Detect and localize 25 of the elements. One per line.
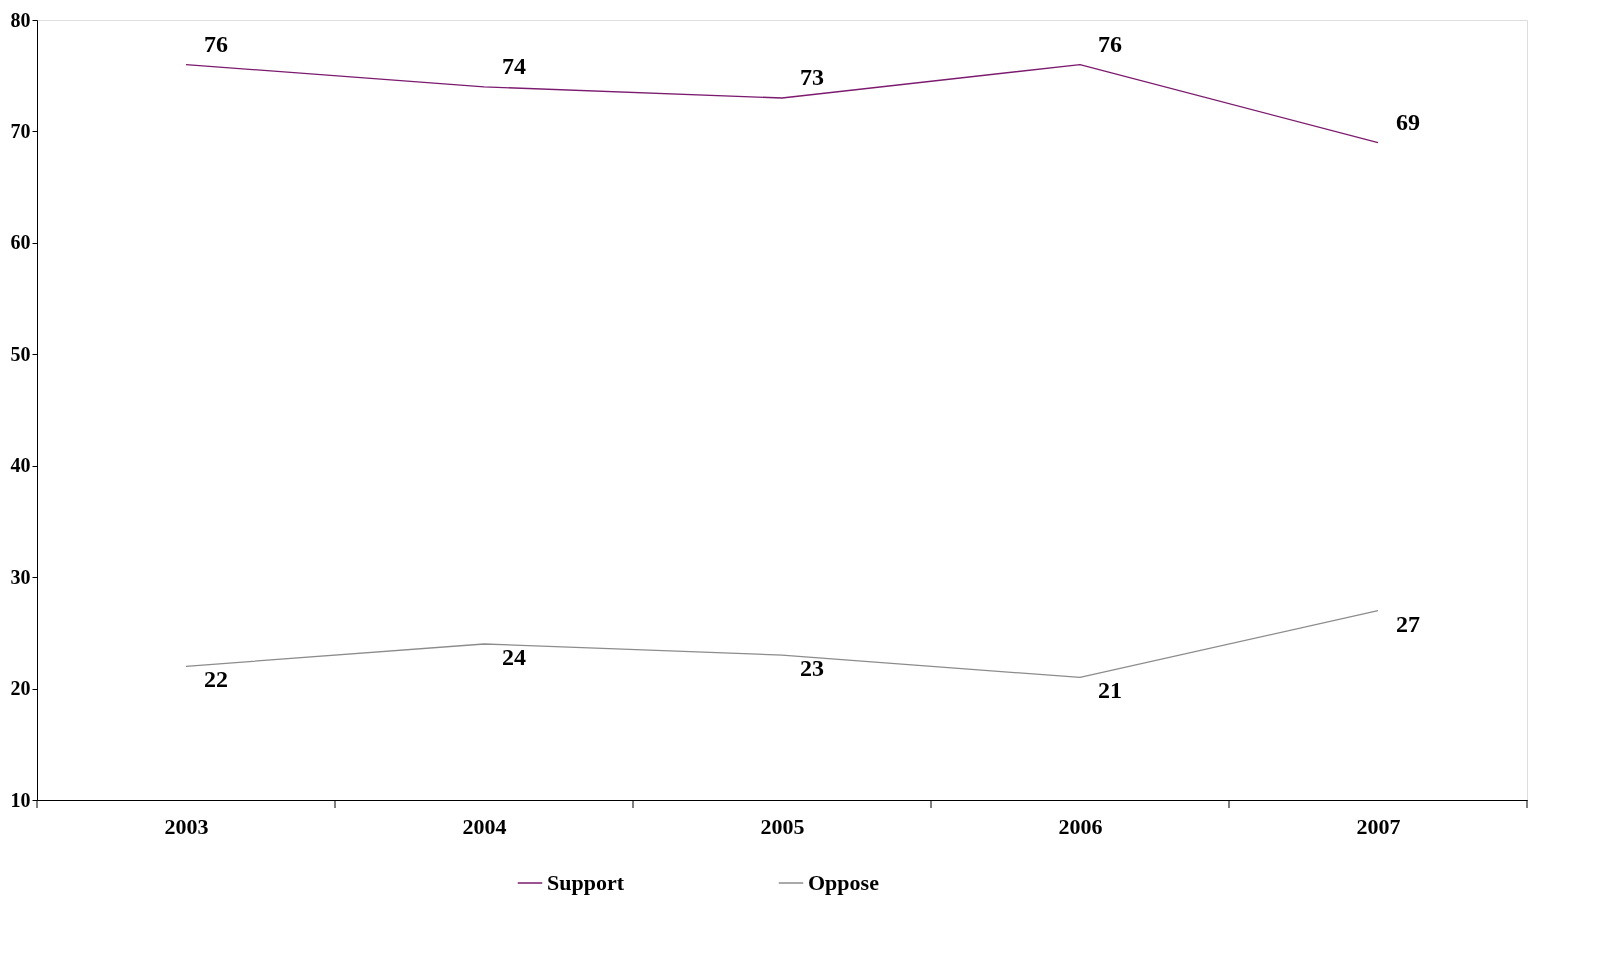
data-label: 69 xyxy=(1396,108,1420,135)
data-label: 24 xyxy=(502,644,526,670)
data-label: 21 xyxy=(1098,677,1122,704)
y-tick-label: 40 xyxy=(10,454,31,477)
x-tick-label: 2006 xyxy=(1058,813,1103,839)
y-tick-label: 70 xyxy=(10,119,31,142)
x-tick-label: 2007 xyxy=(1356,813,1401,839)
legend-label: Oppose xyxy=(808,870,880,895)
data-label: 27 xyxy=(1396,610,1420,637)
y-tick-label: 80 xyxy=(10,8,31,31)
y-tick-label: 30 xyxy=(10,565,31,588)
x-tick-label: 2005 xyxy=(760,813,805,839)
y-tick-label: 50 xyxy=(10,342,31,365)
y-tick-label: 20 xyxy=(10,677,31,700)
legend-label: Support xyxy=(547,870,625,895)
data-label: 76 xyxy=(1098,30,1122,57)
y-tick-label: 10 xyxy=(10,788,31,811)
x-tick-label: 2003 xyxy=(164,813,209,839)
x-tick-label: 2004 xyxy=(462,813,507,839)
data-label: 23 xyxy=(800,655,824,682)
data-label: 73 xyxy=(800,64,824,90)
data-label: 74 xyxy=(502,52,526,79)
y-tick-label: 60 xyxy=(10,231,31,254)
data-label: 76 xyxy=(204,30,228,57)
data-label: 22 xyxy=(204,666,228,693)
